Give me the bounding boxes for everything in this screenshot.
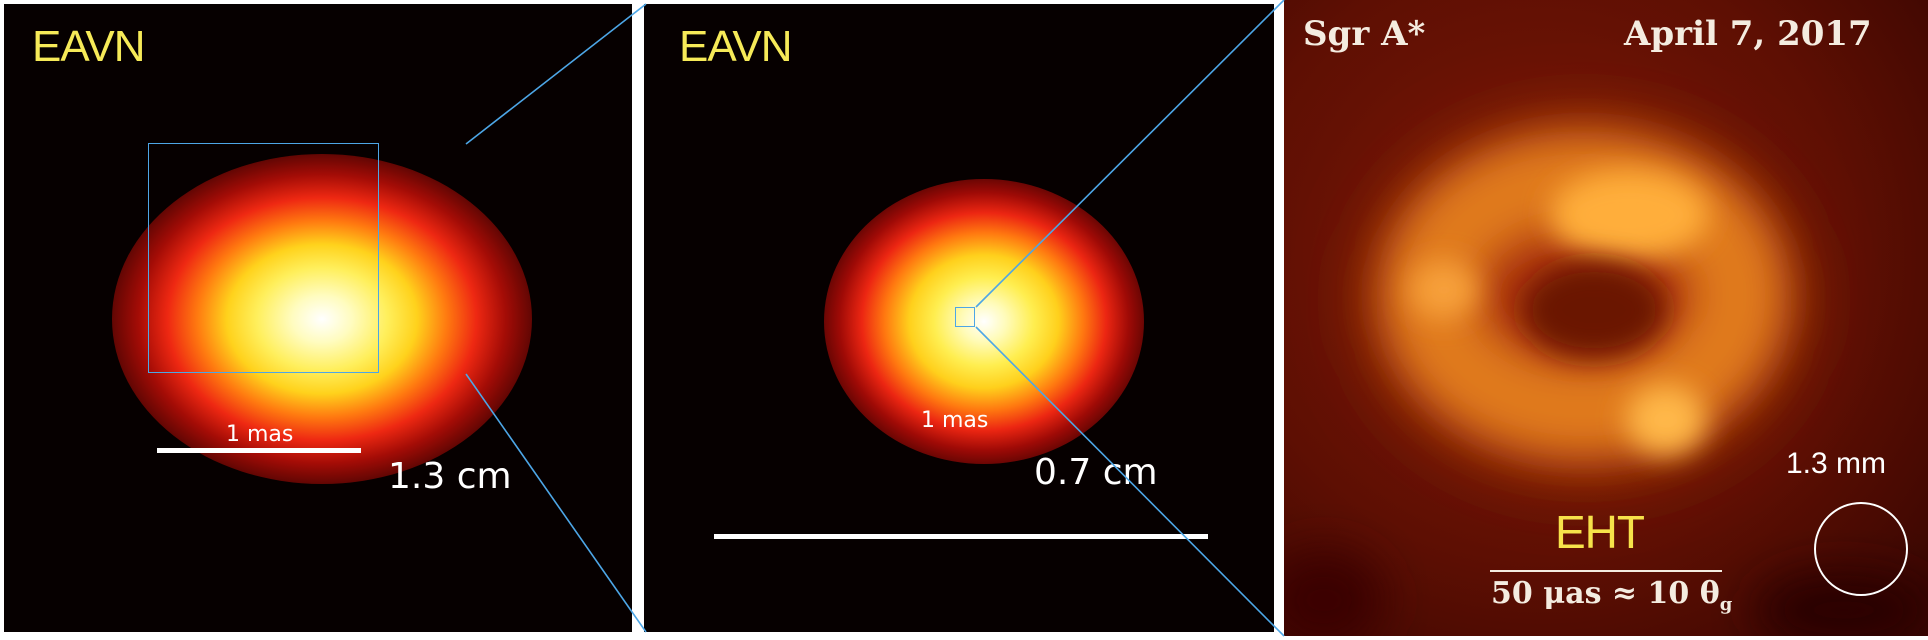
wavelength-label: 0.7 cm — [1034, 452, 1158, 493]
eht-sgr-a-panel: Sgr A* April 7, 2017 1.3 mm EHT 50 μas ≈… — [1284, 0, 1928, 636]
zoom-box — [148, 143, 379, 373]
scale-bar — [157, 448, 361, 453]
scale-bar — [714, 534, 1208, 539]
panel-label: EAVN — [32, 22, 146, 71]
panel-label: EAVN — [679, 22, 793, 71]
beam-size-label: 1.3 mm — [1786, 447, 1887, 480]
zoom-box — [955, 307, 975, 327]
scale-bar-label: 1 mas — [226, 422, 294, 447]
eavn-1-3cm-panel: EAVN 1 mas 1.3 cm — [4, 4, 632, 632]
scale-bar — [1490, 570, 1722, 572]
observation-date: April 7, 2017 — [1624, 14, 1872, 54]
angular-scale-label: 50 μas ≈ 10 θg — [1491, 576, 1733, 615]
wavelength-label: 1.3 cm — [388, 456, 512, 497]
eavn-0-7cm-panel: EAVN 1 mas 0.7 cm — [644, 4, 1274, 632]
source-name: Sgr A* — [1303, 14, 1426, 54]
beam-circle — [1814, 502, 1908, 596]
eht-label: EHT — [1555, 506, 1645, 558]
scale-bar-label: 1 mas — [921, 408, 989, 433]
source-emission-blob — [112, 154, 532, 484]
